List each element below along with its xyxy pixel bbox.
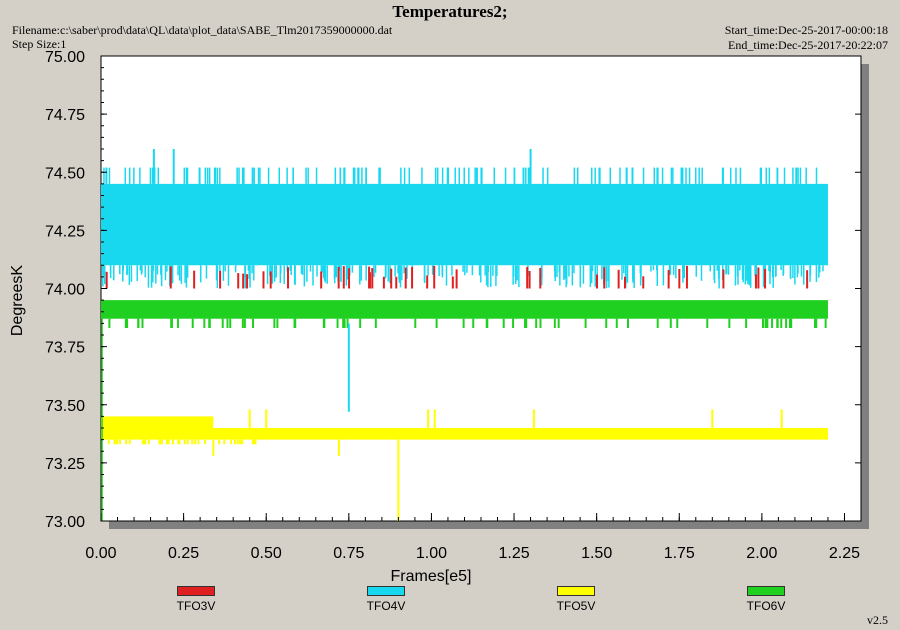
y-tick-label: 74.25 — [45, 223, 85, 240]
filename-label: Filename:c:\saber\prod\data\QL\data\plot… — [12, 23, 393, 37]
y-tick-label: 74.00 — [45, 282, 85, 299]
x-tick-label: 1.25 — [498, 545, 529, 562]
x-axis-title: Frames[e5] — [391, 568, 472, 585]
y-tick-label: 73.75 — [45, 340, 85, 357]
x-tick-label: 0.50 — [251, 545, 282, 562]
y-tick-label: 73.50 — [45, 398, 85, 415]
series-tfo5v-band — [101, 428, 828, 440]
x-tick-label: 0.00 — [85, 545, 116, 562]
legend-swatch-tfo4v — [367, 586, 405, 596]
legend-label-tfo6v: TFO6V — [746, 599, 786, 613]
y-axis-title: DegreesK — [9, 265, 26, 336]
legend-item-tfo3v: TFO3V — [156, 586, 236, 613]
x-tick-label: 1.00 — [416, 545, 447, 562]
start-time-label: Start_time:Dec-25-2017-00:00:18 — [724, 23, 888, 37]
plot-area — [100, 55, 862, 522]
legend-item-tfo6v: TFO6V — [726, 586, 806, 613]
y-tick-label: 73.25 — [45, 456, 85, 473]
y-tick-label: 75.00 — [45, 49, 85, 66]
chart-title: Temperatures2; — [392, 2, 508, 21]
y-tick-label: 73.00 — [45, 514, 85, 531]
y-tick-label: 74.50 — [45, 165, 85, 182]
x-tick-label: 0.75 — [333, 545, 364, 562]
x-tick-label: 2.25 — [829, 545, 860, 562]
legend-label-tfo5v: TFO5V — [556, 599, 596, 613]
end-time-label: End_time:Dec-25-2017-20:22:07 — [728, 38, 888, 52]
series-tfo4v-band — [101, 183, 828, 266]
legend-label-tfo3v: TFO3V — [176, 599, 216, 613]
legend-swatch-tfo5v — [557, 586, 595, 596]
x-tick-label: 1.75 — [664, 545, 695, 562]
legend-swatch-tfo6v — [747, 586, 785, 596]
x-tick-label: 0.25 — [168, 545, 199, 562]
legend-item-tfo4v: TFO4V — [346, 586, 426, 613]
series-tfo5v-early — [101, 416, 214, 428]
series-tfo6v-band — [101, 300, 828, 319]
legend-label-tfo4v: TFO4V — [366, 599, 406, 613]
step-size-label: Step Size:1 — [12, 37, 67, 51]
version-label: v2.5 — [867, 613, 888, 627]
legend-item-tfo5v: TFO5V — [536, 586, 616, 613]
x-tick-label: 1.50 — [581, 545, 612, 562]
y-tick-label: 74.75 — [45, 107, 85, 124]
x-tick-label: 2.00 — [746, 545, 777, 562]
legend-swatch-tfo3v — [177, 586, 215, 596]
